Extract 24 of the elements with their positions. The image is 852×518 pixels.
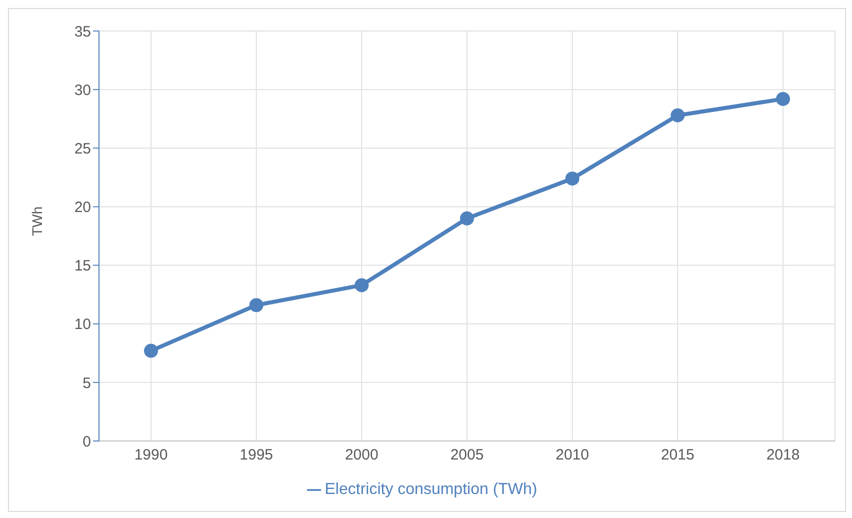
point: [354, 278, 369, 292]
y-tick-label: 25: [74, 140, 91, 158]
point: [249, 298, 264, 312]
y-tick-label: 0: [82, 433, 91, 450]
point: [776, 92, 790, 106]
x-tick-label: 2018: [766, 446, 800, 464]
y-tick-label: 20: [74, 199, 91, 216]
x-tick-label: 1995: [240, 446, 274, 464]
point: [460, 211, 474, 226]
legend-label: Electricity consumption (TWh): [324, 481, 538, 498]
point: [144, 344, 158, 358]
x-tick-label: 2010: [556, 446, 590, 464]
y-tick-label: 10: [74, 316, 91, 334]
x-tick-label: 2000: [344, 446, 378, 464]
x-tick-label: 1990: [134, 446, 168, 464]
y-axis-title: TWh: [28, 206, 45, 236]
y-tick-label: 15: [74, 258, 91, 275]
x-tick-label: 2015: [660, 446, 694, 464]
point: [670, 108, 685, 122]
y-tick-label: 5: [82, 374, 91, 392]
y-tick-label: 35: [74, 23, 91, 40]
point: [565, 172, 580, 186]
x-tick-label: 2005: [450, 446, 484, 464]
y-tick-label: 30: [74, 82, 91, 99]
